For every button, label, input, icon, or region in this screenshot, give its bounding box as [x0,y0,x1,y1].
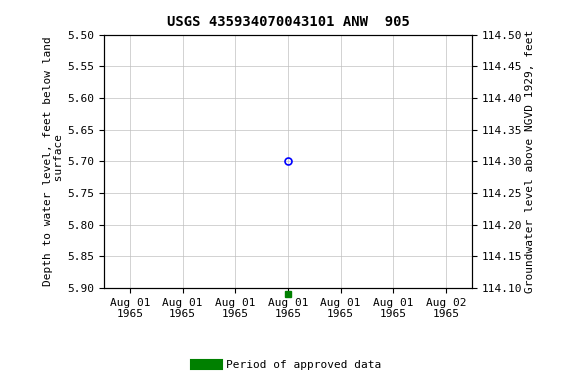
Legend: Period of approved data: Period of approved data [191,356,385,375]
Y-axis label: Groundwater level above NGVD 1929, feet: Groundwater level above NGVD 1929, feet [525,30,535,293]
Y-axis label: Depth to water level, feet below land
 surface: Depth to water level, feet below land su… [43,36,64,286]
Title: USGS 435934070043101 ANW  905: USGS 435934070043101 ANW 905 [166,15,410,29]
